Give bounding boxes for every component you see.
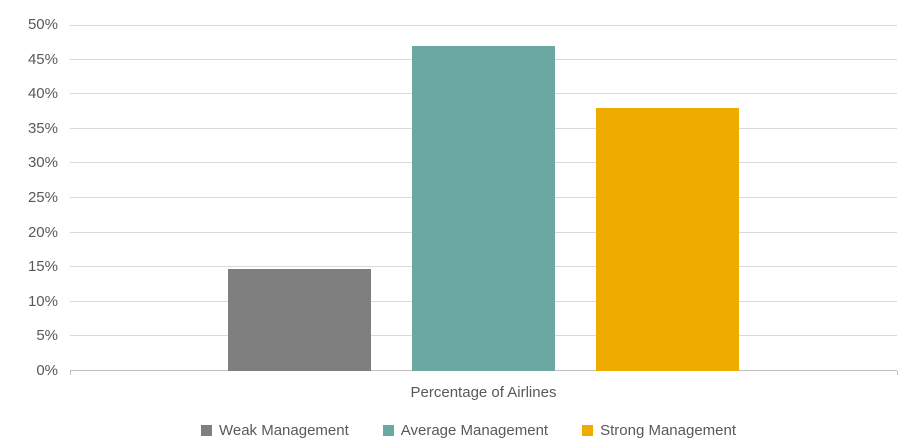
- y-tick-label: 0%: [36, 362, 58, 379]
- legend-label: Strong Management: [600, 422, 737, 439]
- y-tick-label: 5%: [36, 327, 58, 345]
- x-axis-title: Percentage of Airlines: [410, 384, 557, 401]
- bar-weak-management: [228, 269, 371, 371]
- y-tick-label: 45%: [27, 50, 58, 68]
- legend-label: Average Management: [400, 422, 549, 439]
- legend-swatch-average-management: [382, 425, 394, 436]
- y-tick-label: 15%: [27, 258, 58, 276]
- y-tick-label: 10%: [27, 292, 58, 310]
- legend-swatch-weak-management: [200, 425, 212, 436]
- legend-item-weak-management: Weak Management: [200, 422, 349, 439]
- legend-item-strong-management: Strong Management: [582, 422, 736, 439]
- axis-tick: [70, 371, 71, 375]
- y-tick-label: 25%: [27, 189, 58, 206]
- bar-average-management: [412, 45, 555, 371]
- y-tick-label: 50%: [27, 16, 58, 33]
- gridline: [70, 25, 897, 26]
- y-tick-label: 35%: [27, 119, 58, 137]
- axis-tick: [897, 371, 898, 375]
- legend: Weak Management Average Management Strong …: [40, 422, 897, 439]
- y-tick-label: 40%: [27, 85, 58, 103]
- bar-strong-management: [596, 108, 739, 371]
- legend-swatch-strong-management: [582, 425, 594, 436]
- y-tick-label: 20%: [27, 223, 58, 241]
- y-tick-label: 30%: [27, 154, 58, 172]
- legend-label: Weak Management: [218, 422, 349, 439]
- legend-item-average-management: Average Management: [382, 422, 549, 439]
- plot-area: [70, 25, 898, 375]
